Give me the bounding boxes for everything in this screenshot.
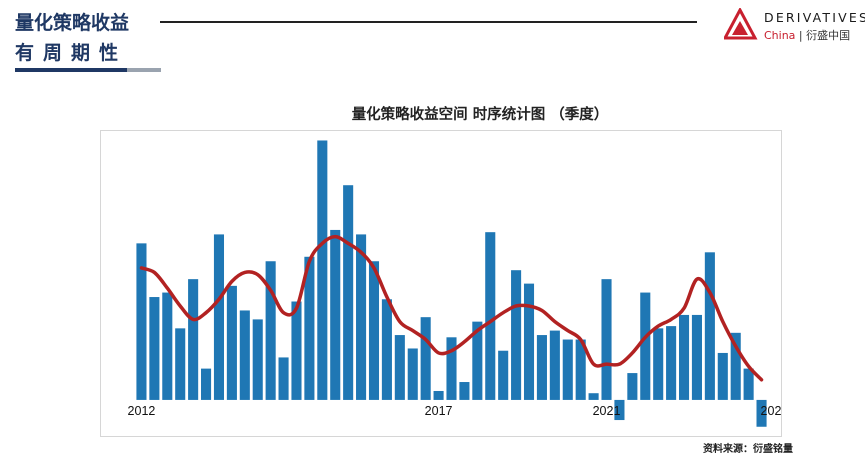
year-label: 2024 — [761, 404, 781, 418]
header-subtitle: 有周期性 — [15, 42, 128, 64]
bar — [614, 399, 625, 421]
bar — [239, 310, 250, 400]
bar — [446, 337, 457, 400]
bar — [717, 352, 728, 400]
bar — [485, 232, 496, 400]
header-underline-gray — [127, 68, 161, 72]
bar — [304, 256, 315, 400]
bar — [356, 234, 367, 400]
bar — [278, 357, 289, 400]
year-label: 2021 — [593, 404, 621, 418]
bar — [627, 373, 638, 400]
bar — [394, 335, 405, 400]
bar — [472, 321, 483, 400]
chart-plot: 2012 2017 2021 2024 — [128, 140, 781, 427]
bar — [601, 279, 612, 400]
bar — [756, 399, 767, 427]
bar — [588, 393, 599, 400]
chart-frame: 2012 2017 2021 2024 — [100, 130, 782, 437]
year-label: 2017 — [425, 404, 453, 418]
bar — [201, 368, 212, 400]
bar — [549, 330, 560, 400]
bar — [562, 339, 573, 400]
derivatives-china-logo: DERIVATIVES China | 衍盛中国 — [722, 8, 865, 44]
bar — [704, 252, 715, 400]
bar — [511, 270, 522, 400]
bar — [691, 314, 702, 400]
trend-line — [139, 234, 764, 382]
bar — [666, 326, 677, 400]
logo-triangle-icon — [724, 8, 758, 40]
bar — [420, 317, 431, 400]
logo-wordmark: DERIVATIVES — [764, 10, 865, 25]
header-rule — [160, 21, 697, 23]
bar — [175, 328, 186, 400]
bar — [653, 328, 664, 400]
logo-sub-en: China — [764, 29, 796, 42]
bar — [226, 285, 237, 400]
bar — [523, 283, 535, 400]
bar — [730, 332, 741, 400]
bar — [188, 279, 199, 400]
bar — [743, 368, 754, 400]
logo-subline: China | 衍盛中国 — [764, 27, 850, 43]
bar — [252, 319, 263, 400]
bar — [459, 382, 470, 400]
bar — [407, 348, 418, 400]
bar — [213, 234, 225, 400]
bar — [343, 185, 354, 400]
bar — [136, 243, 147, 400]
header-underline-navy — [15, 68, 127, 72]
bar — [317, 140, 328, 400]
bar — [265, 261, 276, 400]
bar — [536, 335, 547, 400]
bar — [575, 339, 586, 400]
bar — [162, 292, 173, 400]
header-title: 量化策略收益 — [15, 12, 130, 34]
logo-sub-cn: 衍盛中国 — [806, 29, 851, 42]
bar — [149, 297, 160, 400]
bar — [433, 390, 444, 400]
bar — [498, 350, 509, 400]
bar — [291, 301, 302, 400]
bar — [678, 314, 690, 400]
year-label: 2012 — [128, 404, 156, 418]
logo-sub-sep: | — [798, 29, 803, 42]
bar — [330, 229, 341, 400]
source-note: 资料来源：衍盛铭量 — [703, 444, 793, 455]
bar — [381, 299, 392, 400]
bar — [640, 292, 651, 400]
chart-title: 量化策略收益空间 时序统计图 （季度） — [351, 107, 609, 123]
bar — [368, 261, 380, 400]
